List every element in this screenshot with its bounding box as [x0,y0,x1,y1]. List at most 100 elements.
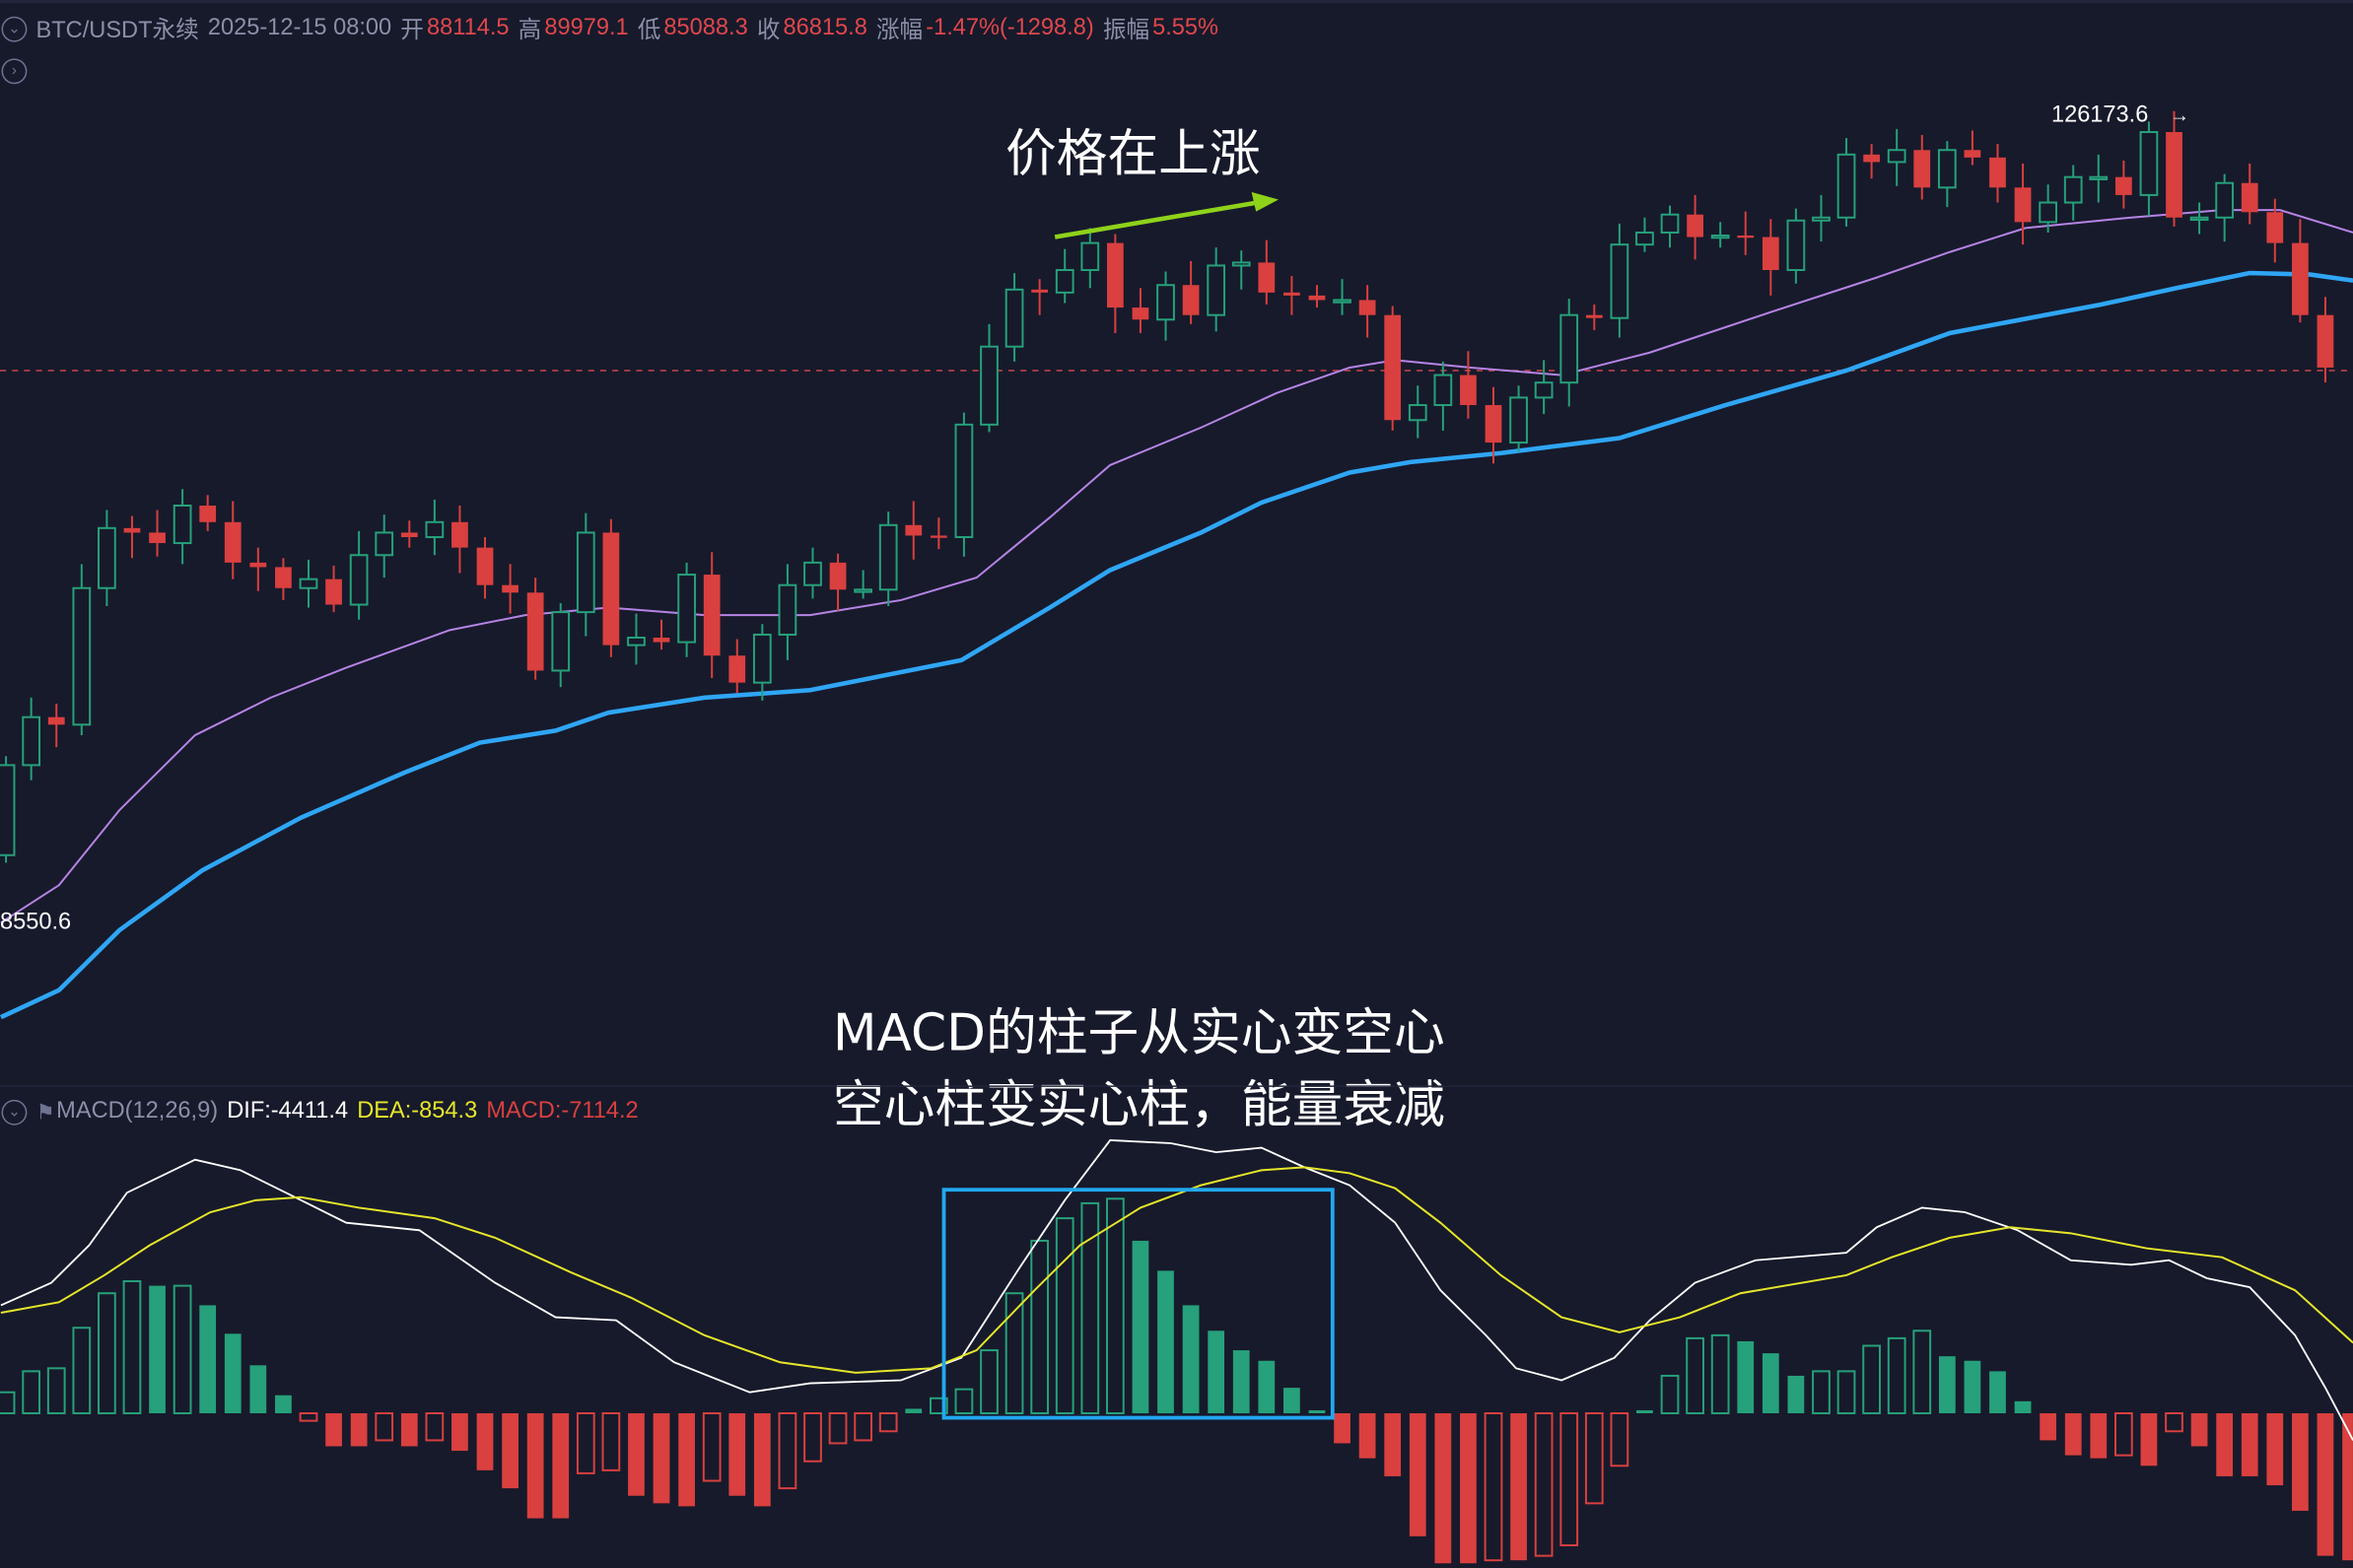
candle [728,639,746,694]
candle [349,530,369,620]
candle-body [1786,219,1806,272]
candle-body [1687,214,1703,238]
candle-body [199,505,217,522]
candle-body [1635,231,1654,246]
macd-histogram-bar [576,1412,595,1474]
candle [224,501,242,579]
macd-histogram-bar [122,1280,142,1414]
candle [1913,135,1931,200]
candle [1308,285,1326,308]
candle-body [1989,157,2006,188]
macd-histogram-bar [2090,1413,2108,1459]
candle [1964,130,1981,166]
macd-histogram-bar [1434,1413,1452,1564]
macd-histogram-bar [1534,1412,1554,1557]
candle-body [602,532,620,646]
chevron-down-circle-icon[interactable]: ⌄ [1,1099,28,1125]
symbol: BTC/USDT永续 [35,18,199,44]
candle [2292,219,2309,323]
macd-histogram-bar [1989,1371,2006,1414]
candle-body [1485,405,1502,443]
candle [1107,234,1124,333]
candle-body [980,345,999,426]
macd-histogram-bar [1584,1412,1604,1505]
candle-body [2317,314,2334,368]
candle [98,510,116,606]
candle [1408,385,1427,439]
candle [476,536,494,599]
candle-body [1610,243,1629,319]
candle-body [1964,150,1981,158]
macd-histogram-bar [2216,1413,2234,1476]
candle-body [22,716,41,767]
macd-histogram-bar [1484,1412,1503,1562]
macd-histogram-bar [1055,1217,1074,1414]
candle-body [1433,374,1453,407]
bell-icon[interactable]: ⚑ [35,1099,55,1124]
chevron-down-circle-icon[interactable]: ⌄ [1,15,28,41]
candle-body [1660,213,1680,234]
candle-body [2014,187,2032,223]
candle [2317,297,2334,383]
candle [2063,165,2083,221]
candle-body [451,521,468,548]
candle-body [72,586,92,726]
candle-body [803,561,822,586]
candle [1509,385,1528,452]
macd-annotation-line2: 空心柱变实心柱，能量衰减 [833,1076,1445,1135]
candle-body [1283,292,1300,296]
close-label: 收 [756,18,781,44]
macd-histogram-bar [1334,1413,1350,1444]
candle [954,412,974,557]
macd-value: MACD:-7114.2 [486,1098,639,1125]
macd-histogram-bar [249,1365,267,1414]
candle-body [1762,237,1779,271]
macd-histogram-bar [1460,1413,1477,1564]
candle-body [905,524,923,536]
trend-arrow-line [1054,200,1259,239]
macd-histogram-bar [1787,1375,1805,1414]
candle [1585,305,1603,330]
macd-histogram-bar [2241,1413,2258,1476]
macd-histogram-bar [1660,1374,1680,1414]
candle [2241,163,2258,225]
macd-histogram-bar [22,1370,41,1414]
candle [1358,285,1376,338]
trend-arrow-head-icon [1251,191,1279,212]
candle-body [2139,130,2159,196]
candle-body [1107,242,1124,308]
candle-body [1836,153,1856,219]
macd-histogram-bar [2266,1413,2284,1486]
candle [1762,219,1779,296]
candle [275,558,292,600]
close-value: 86815.8 [783,15,867,41]
candle-body [1207,264,1226,316]
macd-histogram-bar [1938,1356,1956,1414]
candle [72,564,92,735]
candle [1887,128,1906,186]
candle [1207,247,1226,332]
candle-body [349,554,369,606]
candle [803,547,822,599]
candle [2014,163,2032,245]
candle-body [1863,154,1880,163]
macd-histogram-bar [1283,1388,1300,1414]
candle [854,570,872,599]
macd-histogram-bar [149,1285,166,1414]
ma-short-line [0,209,2353,924]
legend-expand-row: › [0,54,36,87]
candle-body [1132,307,1149,320]
candle-body [854,588,872,593]
macd-histogram-bar [980,1349,999,1414]
candle-body [149,532,166,544]
macd-histogram-bar [275,1395,292,1414]
candle-body [1585,314,1603,318]
macd-histogram-bar [0,1391,16,1414]
change-label: 涨幅 [875,18,924,44]
candle [400,520,418,548]
ma-long-line [0,270,2353,1020]
candle-body [1031,289,1049,293]
chevron-right-circle-icon[interactable]: › [1,57,28,84]
candle [1559,298,1579,407]
